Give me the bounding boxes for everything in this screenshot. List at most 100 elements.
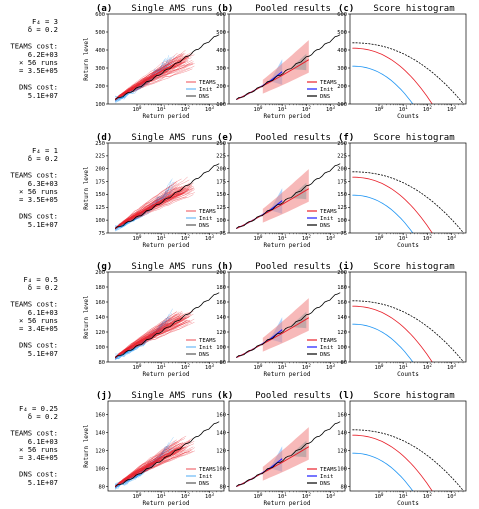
teams-line bbox=[115, 58, 189, 101]
teams-line bbox=[115, 442, 183, 487]
x-axis-label: Counts bbox=[397, 371, 419, 378]
y-tick-label: 200 bbox=[95, 270, 105, 276]
x-tick-label: 100 bbox=[254, 105, 264, 113]
legend-entry: DNS bbox=[320, 223, 330, 229]
row-label-line: × 56 runs bbox=[19, 58, 58, 67]
y-tick-label: 600 bbox=[337, 12, 347, 18]
y-tick-label: 140 bbox=[216, 315, 226, 321]
y-tick-label: 250 bbox=[216, 141, 226, 147]
init-histogram bbox=[352, 452, 414, 491]
row-label-2: F₄ = 1δ = 0.2 TEAMS cost:6.3E+03× 56 runs… bbox=[10, 146, 58, 229]
panel-title: Pooled results bbox=[255, 391, 331, 401]
row-label-3: F₄ = 0.5δ = 0.2 TEAMS cost:6.1E+03× 56 ru… bbox=[10, 275, 58, 358]
y-tick-label: 80 bbox=[99, 484, 106, 490]
teams-histogram bbox=[352, 434, 433, 491]
y-tick-label: 140 bbox=[337, 315, 347, 321]
row-label-line: = 3.4E+05 bbox=[19, 324, 58, 333]
panel-f: (f) Score histogram 75 100 125 150 175 200 225 25… bbox=[337, 133, 467, 249]
y-tick-label: 160 bbox=[337, 300, 347, 306]
y-axis-label: Return level bbox=[83, 166, 90, 210]
x-tick-label: 103 bbox=[326, 492, 336, 500]
x-tick-label: 103 bbox=[205, 105, 215, 113]
plot-area bbox=[352, 171, 464, 233]
panel-i: (i) Score histogram 80 100 120 140 160 180 200 10… bbox=[337, 261, 467, 378]
teams-line bbox=[115, 446, 186, 488]
legend-entry: TEAMS bbox=[320, 80, 337, 86]
init-histogram bbox=[352, 194, 414, 233]
x-tick-label: 100 bbox=[375, 363, 385, 371]
panel-title: Score histogram bbox=[373, 133, 454, 143]
teams-line bbox=[115, 62, 194, 99]
x-axis-label: Counts bbox=[397, 113, 419, 120]
row-label-line: δ = 0.2 bbox=[28, 25, 58, 34]
plot-area bbox=[352, 429, 464, 491]
x-tick-label: 100 bbox=[375, 492, 385, 500]
panel-letter: (k) bbox=[217, 391, 233, 401]
y-tick-label: 200 bbox=[216, 270, 226, 276]
legend-entry: Init bbox=[199, 87, 212, 93]
panel-letter: (c) bbox=[338, 4, 354, 14]
y-tick-label: 225 bbox=[216, 154, 226, 160]
row-label-line: TEAMS cost: bbox=[10, 42, 58, 51]
axes-frame bbox=[349, 271, 467, 363]
teams-line bbox=[115, 181, 178, 229]
y-tick-label: 180 bbox=[95, 285, 105, 291]
teams-line bbox=[115, 322, 187, 358]
y-tick-label: 160 bbox=[337, 412, 347, 418]
legend-entry: Init bbox=[320, 474, 333, 480]
x-tick-label: 100 bbox=[254, 234, 264, 242]
teams-line bbox=[115, 186, 181, 229]
y-tick-label: 140 bbox=[216, 430, 226, 436]
y-tick-label: 160 bbox=[216, 412, 226, 418]
panel-title: Pooled results bbox=[255, 4, 331, 14]
teams-line bbox=[115, 438, 183, 488]
dns-confidence-band bbox=[291, 440, 307, 458]
y-tick-label: 175 bbox=[216, 179, 226, 185]
x-tick-label: 103 bbox=[205, 234, 215, 242]
x-axis-label: Return period bbox=[264, 242, 311, 249]
y-tick-label: 100 bbox=[95, 345, 105, 351]
x-axis-label: Return period bbox=[143, 113, 190, 120]
row-label-line: DNS cost: bbox=[19, 83, 58, 92]
y-tick-label: 160 bbox=[95, 412, 105, 418]
y-tick-label: 80 bbox=[220, 484, 227, 490]
panel-k: (k) Pooled results 80 100 120 140 160 100 101 102… bbox=[216, 391, 346, 507]
panel-title: Single AMS runs bbox=[131, 133, 212, 143]
panel-letter: (i) bbox=[338, 261, 354, 272]
row-label-line: × 56 runs bbox=[19, 187, 58, 196]
dns-line bbox=[115, 34, 220, 100]
y-tick-label: 120 bbox=[216, 448, 226, 454]
x-tick-label: 101 bbox=[278, 363, 288, 371]
panel-letter: (e) bbox=[217, 133, 233, 143]
legend-entry: Init bbox=[320, 345, 333, 351]
init-histogram bbox=[352, 65, 414, 104]
x-axis-label: Return period bbox=[143, 500, 190, 507]
legend-entry: Init bbox=[199, 474, 212, 480]
legend-entry: DNS bbox=[320, 94, 330, 100]
legend-entry: TEAMS bbox=[199, 209, 216, 215]
plot-area bbox=[236, 34, 341, 101]
legend-entry: TEAMS bbox=[320, 209, 337, 215]
dns-line bbox=[115, 421, 220, 487]
axes-frame bbox=[107, 142, 225, 234]
row-label-line: 6.2E+03 bbox=[28, 50, 58, 59]
y-tick-label: 400 bbox=[216, 48, 226, 54]
panel-letter: (l) bbox=[338, 391, 354, 401]
row-label-1: F₄ = 3δ = 0.2 TEAMS cost:6.2E+03× 56 runs… bbox=[10, 17, 58, 100]
x-tick-label: 102 bbox=[302, 363, 312, 371]
x-tick-label: 101 bbox=[399, 492, 409, 500]
x-tick-label: 101 bbox=[157, 105, 167, 113]
y-axis-label: Return level bbox=[83, 424, 90, 468]
x-tick-label: 101 bbox=[157, 234, 167, 242]
y-tick-label: 100 bbox=[216, 102, 226, 108]
teams-line bbox=[115, 313, 176, 359]
dns-line bbox=[115, 163, 220, 229]
panel-l: (l) Score histogram 80 100 120 140 160 100 101 10… bbox=[337, 391, 467, 507]
y-axis-label: Return level bbox=[83, 37, 90, 81]
y-tick-label: 250 bbox=[95, 141, 105, 147]
